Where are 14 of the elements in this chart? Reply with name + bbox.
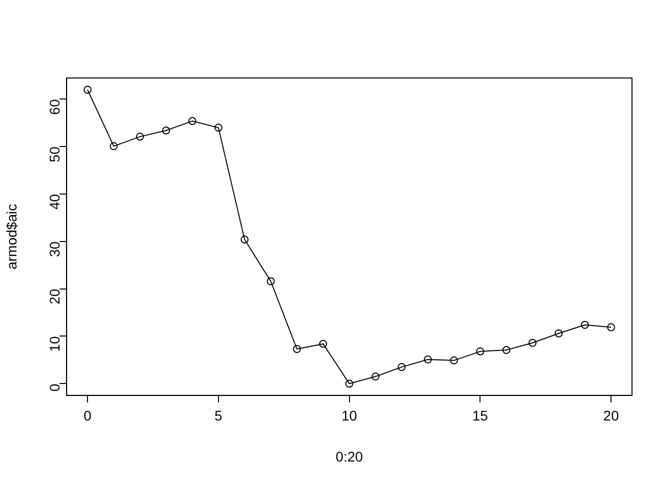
y-tick-label: 20	[46, 288, 62, 304]
x-tick-label: 10	[342, 408, 358, 424]
y-tick-label: 0	[46, 383, 62, 392]
y-tick-label: 10	[46, 336, 62, 352]
y-tick-label: 60	[46, 99, 62, 115]
y-tick-label: 30	[46, 241, 62, 258]
x-tick-label: 5	[214, 408, 223, 424]
y-tick-label: 40	[46, 194, 62, 210]
y-tick-label: 50	[46, 146, 62, 162]
x-tick-label: 0	[84, 408, 92, 424]
x-axis-title: 0:20	[336, 448, 364, 464]
x-tick-label: 20	[603, 408, 620, 424]
x-tick-label: 15	[472, 408, 488, 424]
y-axis-title: armod$aic	[3, 204, 20, 270]
